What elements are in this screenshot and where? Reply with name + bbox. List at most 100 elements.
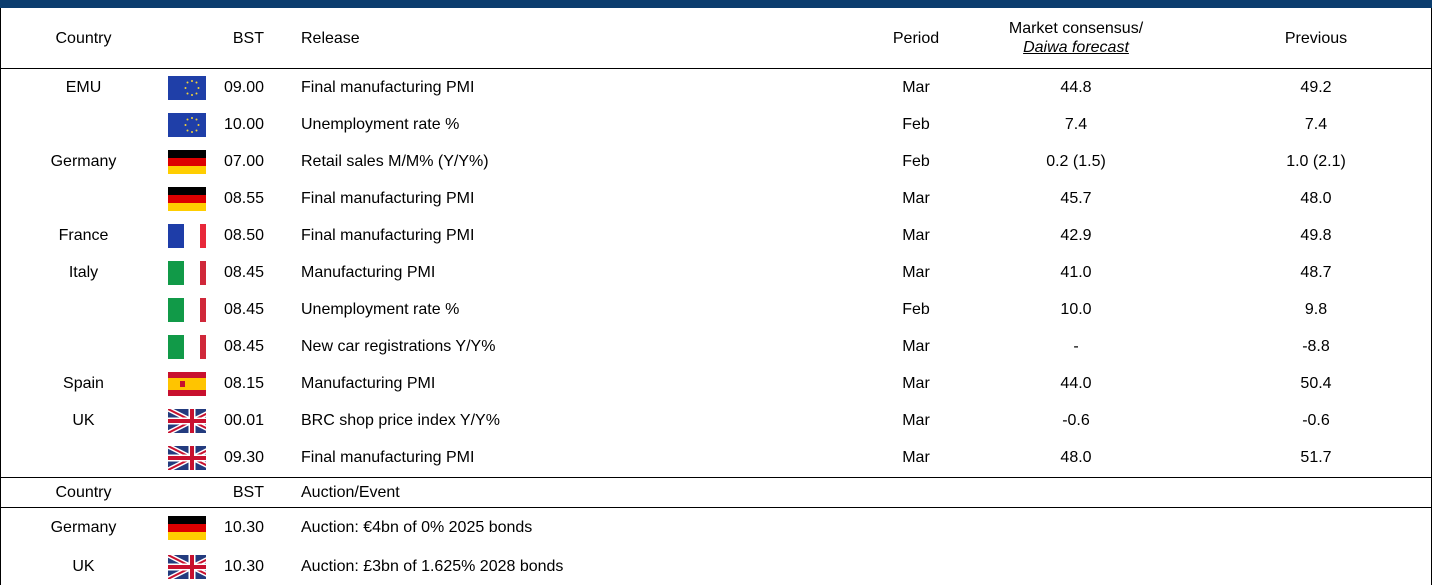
consensus: - <box>1073 338 1079 356</box>
data-row: EMU 09.00 Final manufacturing PMI Mar 44.8 49… <box>1 69 1431 107</box>
header-cell <box>166 8 206 69</box>
consensus: -0.6 <box>1062 412 1090 430</box>
data-row: Germany 07.00 Retail sales M/M% (Y/Y%) Feb 0… <box>1 143 1431 180</box>
data-row: 08.55 Final manufacturing PMI Mar 45.7 48.0 <box>1 180 1431 217</box>
country: Spain <box>63 375 104 393</box>
country <box>1 329 166 366</box>
previous: 1.0 (2.1) <box>1286 152 1346 170</box>
previous: -0.6 <box>1302 412 1330 430</box>
flag-cell <box>166 292 206 329</box>
event: Auction: €4bn of 0% 2025 bonds <box>301 518 533 536</box>
previous: 49.2 <box>1300 78 1332 96</box>
flag-cell <box>166 69 206 107</box>
flag <box>168 516 206 540</box>
consensus: 48.0 <box>1060 449 1092 467</box>
bst: 10.30 <box>223 557 264 575</box>
flag-cell <box>166 217 206 254</box>
flag-cell <box>166 254 206 291</box>
consensus: 41.0 <box>1060 264 1092 282</box>
bst: 00.01 <box>223 412 264 430</box>
data-row: France 08.50 Final manufacturing PMI Mar 42.… <box>1 217 1431 254</box>
data-row: UK 00.01 BRC shop price index Y/Y% Mar -0.6 -… <box>1 403 1431 440</box>
consensus: 44.8 <box>1060 78 1092 96</box>
bst: 08.15 <box>223 375 264 393</box>
event: Auction: £3bn of 1.625% 2028 bonds <box>301 557 564 575</box>
header-text: Market consensus/ <box>1008 20 1144 37</box>
period: Feb <box>902 115 930 133</box>
country: France <box>58 226 109 244</box>
flag <box>168 298 206 322</box>
flag <box>168 113 206 137</box>
country <box>1 180 166 217</box>
auction-row: UK 10.30 Auction: £3bn of 1.625% 2028 bond… <box>1 547 1431 586</box>
consensus: 0.2 (1.5) <box>1046 152 1106 170</box>
release: BRC shop price index Y/Y% <box>301 412 500 430</box>
period: Feb <box>902 152 930 170</box>
country: EMU <box>65 78 102 96</box>
country: UK <box>72 412 95 430</box>
bst: 08.50 <box>223 226 264 244</box>
release: Final manufacturing PMI <box>301 226 475 244</box>
period: Mar <box>902 78 930 96</box>
country <box>1 106 166 143</box>
release-table: Country BST Release Period Market consen… <box>1 8 1431 586</box>
flag-cell <box>166 547 206 586</box>
period: Mar <box>902 338 930 356</box>
previous: 51.7 <box>1300 449 1332 467</box>
bst: 09.30 <box>223 449 264 467</box>
data-row: 08.45 Unemployment rate % Feb 10.0 9.8 <box>1 292 1431 329</box>
header-cell: Country <box>55 29 112 47</box>
header-cell: BST <box>232 29 264 47</box>
flag <box>168 76 206 100</box>
consensus: 45.7 <box>1060 189 1092 207</box>
flag <box>168 150 206 174</box>
consensus: 10.0 <box>1060 301 1092 319</box>
country: UK <box>72 557 95 575</box>
header-cell: Period <box>892 29 940 47</box>
release: Manufacturing PMI <box>301 264 436 282</box>
release: Final manufacturing PMI <box>301 78 475 96</box>
bst: 08.55 <box>223 189 264 207</box>
period: Mar <box>902 449 930 467</box>
previous: 7.4 <box>1304 115 1328 133</box>
data-row: Italy 08.45 Manufacturing PMI Mar 41.0 48.7 <box>1 254 1431 291</box>
top-bar <box>0 0 1432 8</box>
flag-cell <box>166 440 206 478</box>
data-row: 08.45 New car registrations Y/Y% Mar - -8.8 <box>1 329 1431 366</box>
header-cell <box>166 478 206 508</box>
flag-cell <box>166 329 206 366</box>
flag <box>168 187 206 211</box>
release: Retail sales M/M% (Y/Y%) <box>301 152 489 170</box>
bst: 07.00 <box>223 152 264 170</box>
previous: 49.8 <box>1300 226 1332 244</box>
release: Unemployment rate % <box>301 301 460 319</box>
period: Mar <box>902 375 930 393</box>
flag-cell <box>166 143 206 180</box>
flag <box>168 261 206 285</box>
release: New car registrations Y/Y% <box>301 338 496 356</box>
flag <box>168 372 206 396</box>
consensus: 44.0 <box>1060 375 1092 393</box>
flag <box>168 224 206 248</box>
data-row: Spain 08.15 Manufacturing PMI Mar 44.0 50.4 <box>1 366 1431 403</box>
previous: 9.8 <box>1304 301 1328 319</box>
flag <box>168 335 206 359</box>
flag-cell <box>166 403 206 440</box>
previous: 48.0 <box>1300 189 1332 207</box>
bst: 10.00 <box>223 115 264 133</box>
header-row: Country BST Release Period Market consen… <box>1 8 1431 69</box>
auction-row: Germany 10.30 Auction: €4bn of 0% 2025 bon… <box>1 508 1431 548</box>
bst: 08.45 <box>223 264 264 282</box>
release: Final manufacturing PMI <box>301 189 475 207</box>
flag-cell <box>166 508 206 548</box>
flag <box>168 446 206 470</box>
release: Manufacturing PMI <box>301 375 436 393</box>
release: Unemployment rate % <box>301 115 460 133</box>
period: Mar <box>902 226 930 244</box>
data-row: 09.30 Final manufacturing PMI Mar 48.0 51.7 <box>1 440 1431 478</box>
period: Mar <box>902 412 930 430</box>
flag-cell <box>166 366 206 403</box>
data-row: 10.00 Unemployment rate % Feb 7.4 7.4 <box>1 106 1431 143</box>
period: Mar <box>902 189 930 207</box>
